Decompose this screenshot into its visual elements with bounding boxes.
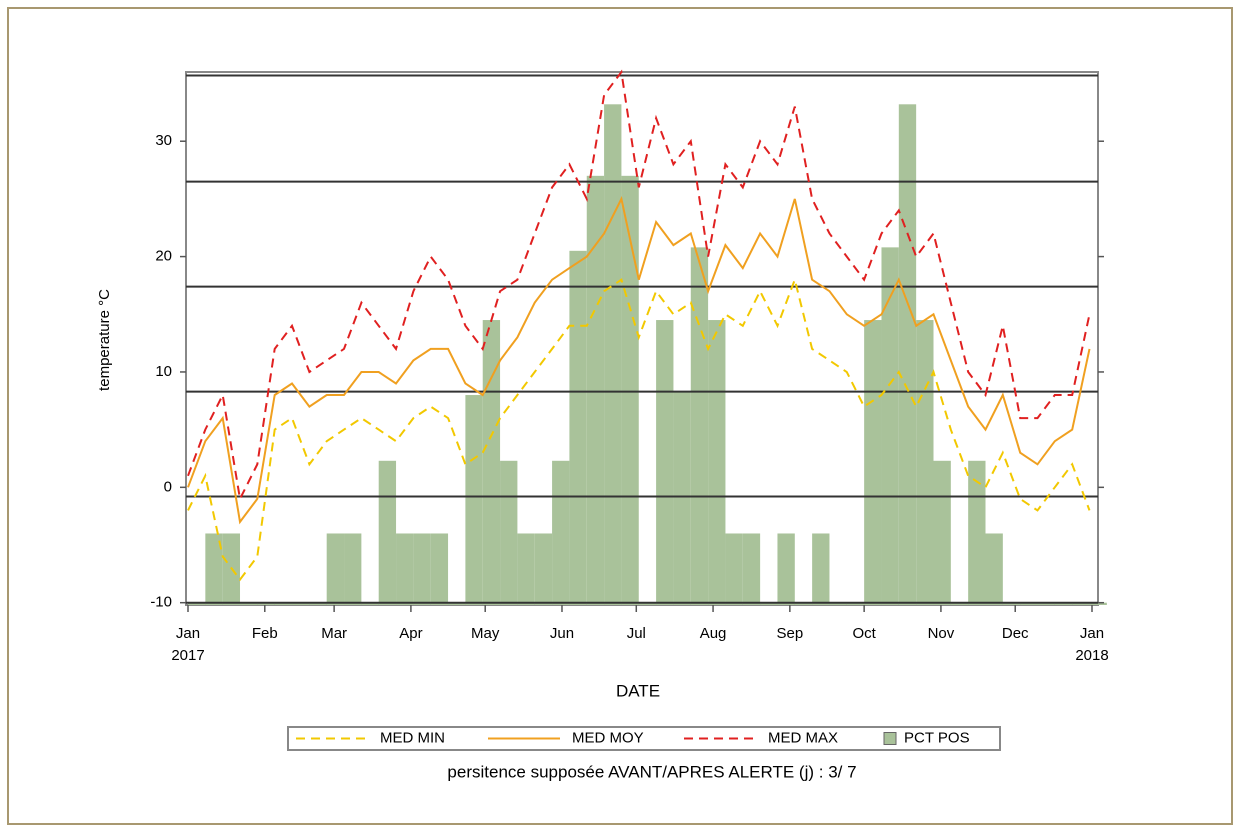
bar [656,320,674,605]
bar [933,460,951,605]
bar [188,602,206,605]
bar [517,533,535,605]
x-tick-label: Oct [852,625,876,642]
x-tick-label: Jun [550,625,574,642]
bar [621,175,639,605]
bar [569,250,587,605]
x-tick-label: May [471,625,500,642]
y-tick-label: -10 [150,594,172,611]
bar [361,602,379,605]
legend-swatch [883,732,897,745]
bar [812,533,830,605]
x-tick-label: Sep [776,625,803,642]
bar [916,320,934,605]
bar [534,533,553,605]
x-tick-label: Aug [700,625,727,642]
bar [604,104,622,605]
x-year-label: 2017 [171,647,204,664]
bar [638,602,657,605]
y-tick-label: 0 [164,478,172,495]
bar [1072,602,1090,605]
bar [326,533,345,605]
bar [586,175,605,605]
bar [1089,602,1107,605]
x-axis-label: DATE [616,681,660,700]
bar [413,533,431,605]
bar [777,533,795,605]
bar [881,247,899,605]
legend-label: MED MIN [380,729,445,746]
bar [690,247,709,605]
plot: -10 0 10 20 30 Jan Feb Mar Apr May Jun Jul Aug Sep Oct… [150,69,1109,664]
bar [898,104,917,605]
bar [864,320,882,605]
bar [378,460,397,605]
line [187,195,1091,525]
x-tick-label: Jan [176,625,200,642]
bar [430,533,449,605]
x-year-label: 2018 [1075,647,1108,664]
bar [725,533,743,605]
x-tick-label: Jul [627,625,646,642]
bar [794,602,813,605]
legend-label: PCT POS [904,729,970,746]
bar [950,602,969,605]
bar [1037,602,1055,605]
bar [344,533,362,605]
bar [1020,602,1038,605]
x-tick-label: Dec [1002,625,1029,642]
bar [257,602,275,605]
bar [274,602,293,605]
bar [829,602,847,605]
bar [985,533,1003,605]
x-tick-label: Mar [321,625,347,642]
y-tick-label: 10 [155,363,172,380]
bar [396,533,414,605]
bar [708,320,726,605]
bar [482,320,501,605]
bar [760,602,778,605]
y-tick-label: 30 [155,132,172,149]
x-tick-label: Apr [399,625,422,642]
bar [500,460,518,605]
bar [846,602,865,605]
line [187,69,1091,503]
x-tick-label: Nov [928,625,955,642]
bar [742,533,761,605]
bar [1054,602,1073,605]
bar [1002,602,1021,605]
bar [292,602,310,605]
bar [205,533,223,605]
legend-label: MED MOY [572,729,644,746]
bar [448,602,466,605]
bar [552,460,570,605]
legend [287,726,1001,751]
x-tick-label: Jan [1080,625,1104,642]
bar [465,395,483,605]
legend-label: MED MAX [768,729,838,746]
line [187,276,1091,582]
bar [240,602,258,605]
y-axis-label: temperature °C [96,289,113,391]
y-tick-label: 20 [155,248,172,265]
bar [309,602,327,605]
x-tick-label: Feb [252,625,278,642]
bar [673,391,691,605]
footnote: persitence supposée AVANT/APRES ALERTE (… [447,762,856,781]
